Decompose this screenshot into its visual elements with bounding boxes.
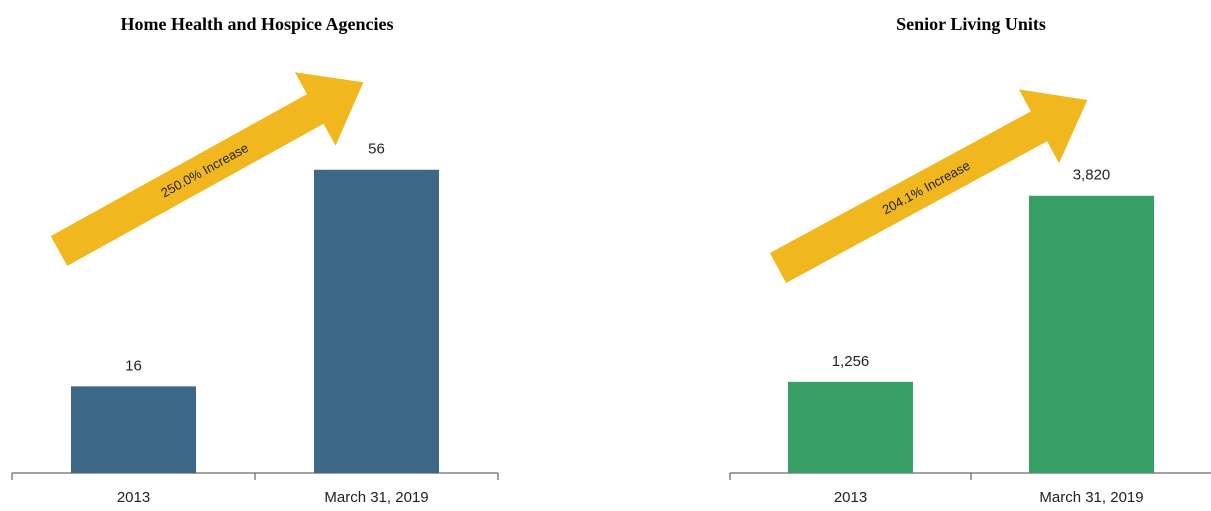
x-tick-label: 2013 <box>117 489 150 506</box>
bar <box>71 386 196 473</box>
chart-title: Home Health and Hospice Agencies <box>121 14 394 34</box>
value-label: 3,820 <box>1073 167 1111 184</box>
arrow-shape <box>50 72 364 266</box>
arrow-shape <box>769 89 1088 283</box>
value-label: 56 <box>368 141 385 158</box>
x-tick-label: 2013 <box>834 489 867 506</box>
bar <box>314 169 439 473</box>
bar <box>1029 195 1154 473</box>
value-label: 1,256 <box>832 353 870 370</box>
bar <box>788 381 913 473</box>
value-label: 16 <box>125 357 142 374</box>
chart-title: Senior Living Units <box>896 14 1046 34</box>
x-tick-label: March 31, 2019 <box>324 489 428 506</box>
x-tick-label: March 31, 2019 <box>1039 489 1143 506</box>
